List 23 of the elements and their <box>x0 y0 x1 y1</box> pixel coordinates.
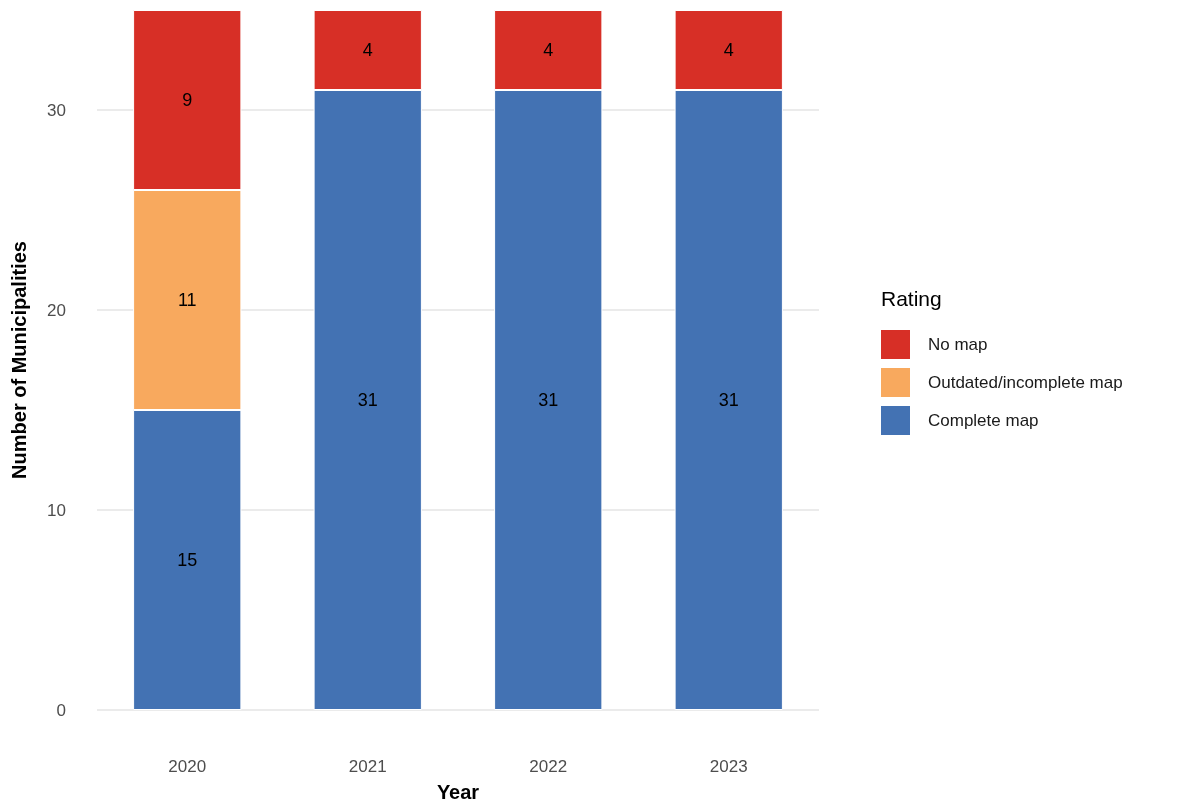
legend-label: Complete map <box>928 411 1039 430</box>
y-tick-label: 10 <box>47 500 66 520</box>
data-label: 4 <box>362 40 373 60</box>
data-label: 9 <box>182 90 193 110</box>
y-tick-label: 0 <box>56 700 66 720</box>
data-label: 4 <box>723 40 734 60</box>
y-tick-label: 20 <box>47 300 66 320</box>
data-label: 31 <box>357 390 378 410</box>
y-axis-title: Number of Municipalities <box>8 241 30 479</box>
data-label: 31 <box>718 390 739 410</box>
data-label: 15 <box>177 550 198 570</box>
x-tick-label: 2021 <box>348 757 387 776</box>
x-tick-label: 2023 <box>709 757 748 776</box>
legend-label: Outdated/incomplete map <box>928 373 1123 392</box>
data-label: 11 <box>177 290 197 310</box>
x-tick-label: 2020 <box>168 757 207 776</box>
legend-title: Rating <box>881 287 942 310</box>
legend-label: No map <box>928 335 988 354</box>
y-tick-label: 30 <box>47 100 66 120</box>
data-label: 4 <box>543 40 554 60</box>
x-axis-title: Year <box>436 781 480 803</box>
data-label: 31 <box>538 390 559 410</box>
x-tick-label: 2022 <box>529 757 568 776</box>
